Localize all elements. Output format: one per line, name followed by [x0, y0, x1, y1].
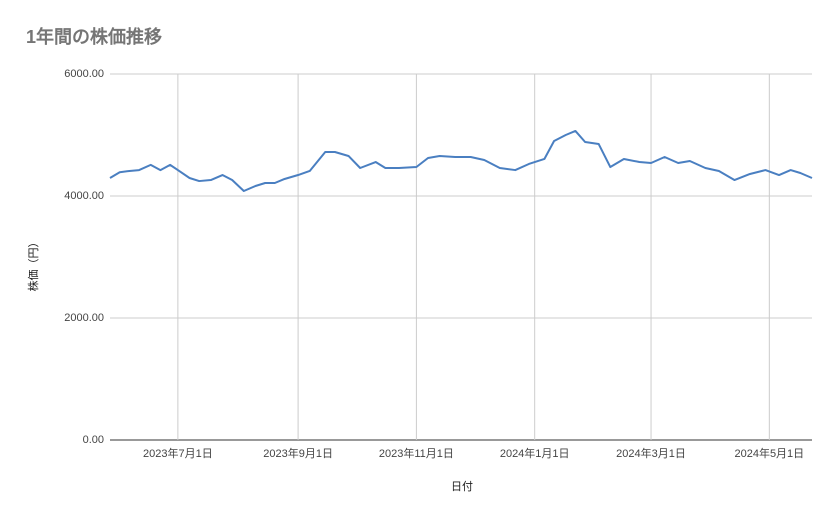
y-tick-label: 4000.00: [64, 190, 104, 202]
x-tick-label: 2024年3月1日: [616, 446, 686, 460]
x-axis-title: 日付: [451, 480, 473, 493]
y-tick-label: 6000.00: [64, 68, 104, 80]
x-tick-label: 2024年5月1日: [734, 446, 804, 460]
y-tick-label: 0.00: [83, 434, 104, 446]
y-axis-title: 株価（円）: [26, 237, 40, 292]
chart-title: 1年間の株価推移: [26, 26, 162, 47]
x-tick-label: 2023年11月1日: [379, 446, 454, 460]
x-tick-label: 2023年7月1日: [143, 446, 213, 460]
x-tick-label: 2023年9月1日: [263, 446, 333, 460]
x-tick-label: 2024年1月1日: [500, 446, 570, 460]
data-line: [109, 129, 813, 192]
y-tick-label: 2000.00: [64, 312, 104, 324]
